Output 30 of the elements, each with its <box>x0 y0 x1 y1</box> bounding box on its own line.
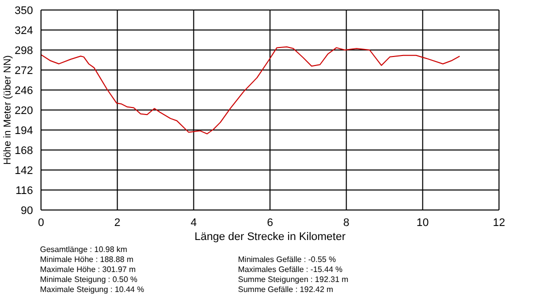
y-tick-label: 246 <box>14 84 33 97</box>
y-axis-title: Höhe in Meter (über NN) <box>2 55 14 165</box>
text: Minimale Steigung : 0.50 % <box>40 275 138 285</box>
x-tick-label: 12 <box>492 216 506 229</box>
y-tick-label: 142 <box>14 164 33 177</box>
y-tick-label: 168 <box>14 144 33 157</box>
y-tick-label: 350 <box>14 4 33 17</box>
y-tick-label: 194 <box>14 124 33 137</box>
y-tick-label: 324 <box>14 24 33 37</box>
y-tick-label: 220 <box>14 104 33 117</box>
text: Maximales Gefälle : -15.44 % <box>238 265 344 275</box>
line-series <box>41 46 460 134</box>
text: Minimale Höhe : 188.88 m <box>40 255 134 265</box>
text: Minimales Gefälle : -0.55 % <box>238 255 337 265</box>
y-tick-label: 272 <box>14 64 33 77</box>
x-tick-label: 6 <box>266 216 274 229</box>
x-tick-label: 10 <box>416 216 429 229</box>
x-tick-label: 8 <box>343 216 350 229</box>
text: Gesamtlänge : 10.98 km <box>40 245 128 255</box>
y-tick-label: 90 <box>20 204 33 217</box>
x-tick-label: 4 <box>190 216 197 229</box>
x-tick-label: 2 <box>114 216 120 229</box>
y-tick-label: 116 <box>15 184 33 197</box>
text: Summe Gefälle : 192.42 m <box>238 285 334 295</box>
x-tick-label: 0 <box>38 216 44 229</box>
y-tick-label: 298 <box>14 44 33 57</box>
x-axis-title: Länge der Strecke in Kilometer <box>194 231 346 243</box>
text: Maximale Höhe : 301.97 m <box>40 265 137 275</box>
text: Summe Steigungen : 192.31 m <box>238 275 348 285</box>
text: Maximale Steigung : 10.44 % <box>40 285 144 295</box>
